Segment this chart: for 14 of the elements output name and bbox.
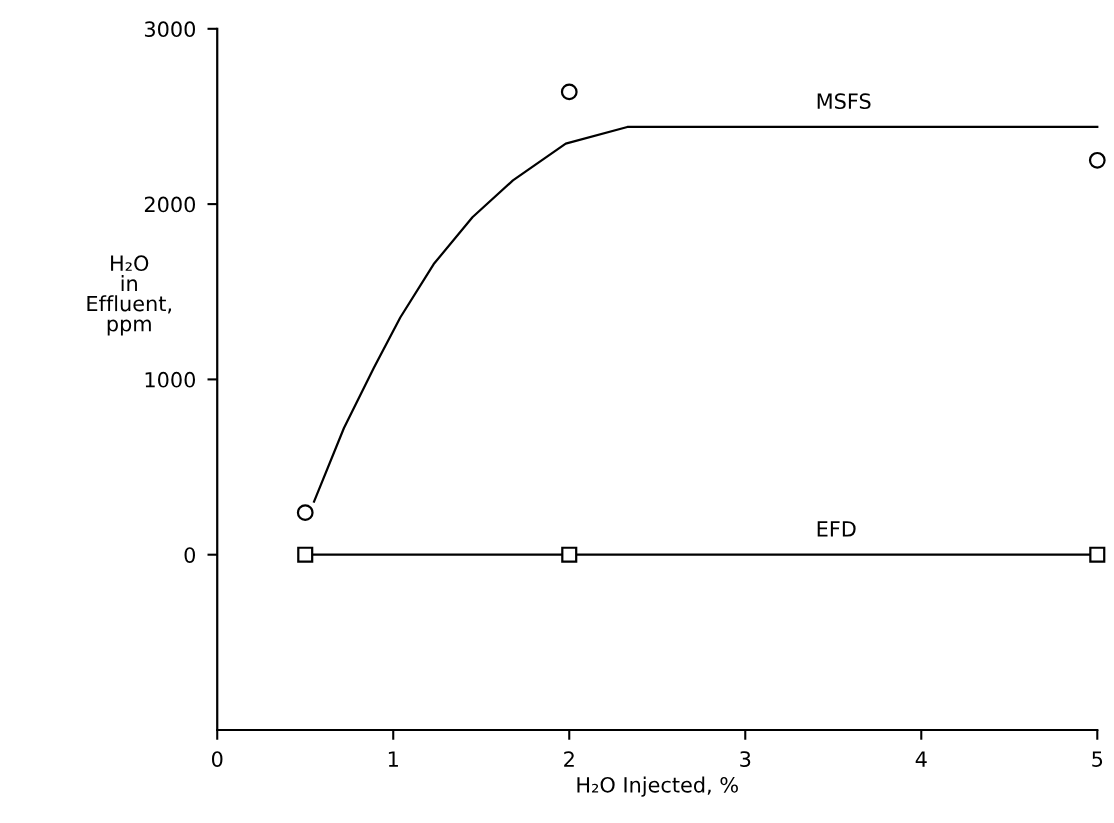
y-tick-label: 2000	[144, 196, 196, 213]
y-tick-label: 0	[184, 547, 196, 563]
x-tick-label: 0	[211, 751, 223, 767]
x-tick-label: 3	[740, 751, 751, 767]
y-tick-label: 3000	[144, 21, 196, 38]
x-tick-label: 5	[1092, 751, 1103, 767]
series-label: MSFS	[817, 93, 871, 110]
x-tick-label: 2	[564, 751, 574, 767]
y-tick-label: 1000	[145, 371, 196, 388]
y-axis-title: H₂O in Effluent, ppm	[87, 255, 172, 336]
x-axis-title: H₂O Injected, %	[577, 776, 738, 797]
x-tick-label: 1	[388, 751, 398, 767]
x-tick-label: 4	[915, 751, 927, 767]
series-label: EFD	[817, 521, 856, 537]
